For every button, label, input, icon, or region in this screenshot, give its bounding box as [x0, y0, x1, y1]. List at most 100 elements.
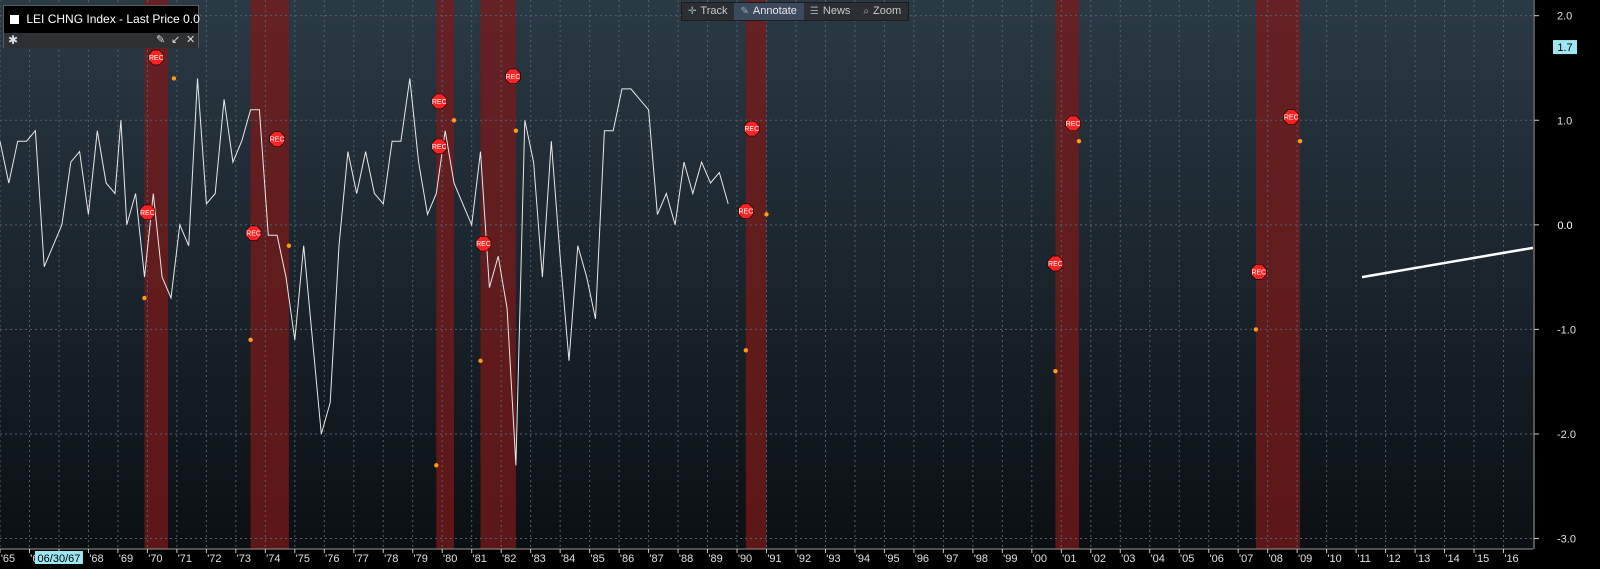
rec-badge: [1283, 109, 1299, 125]
rec-label: REC: [1048, 261, 1063, 268]
rec-marker[interactable]: REC: [139, 204, 156, 220]
rec-label: REC: [432, 99, 447, 106]
rec-marker[interactable]: REC: [269, 131, 285, 147]
pencil-icon: ✎: [740, 6, 749, 17]
y-tick-label: 1.0: [1557, 115, 1572, 127]
rec-label: REC: [140, 210, 155, 217]
toolbar-label: News: [822, 5, 851, 17]
crosshair-icon: ✛: [688, 6, 697, 17]
close-icon[interactable]: ✕: [186, 34, 196, 46]
series-point-marker: [142, 295, 147, 301]
rec-marker[interactable]: REC: [431, 138, 448, 155]
x-tick-label: '77: [355, 553, 369, 565]
recession-band: [745, 0, 767, 549]
series-point-marker: [434, 463, 439, 468]
rec-badge: [505, 68, 521, 84]
rec-badge: [744, 120, 760, 137]
x-tick-label: '87: [649, 553, 663, 565]
rec-label: REC: [476, 241, 491, 248]
rec-label: REC: [1066, 121, 1081, 128]
series-point-marker: [478, 358, 483, 363]
grid-lines: [0, 0, 1533, 549]
rec-label: REC: [270, 137, 285, 144]
x-tick-label: '11: [1357, 553, 1371, 565]
x-tick-label: '79: [414, 553, 428, 565]
x-tick-label: '01: [1062, 553, 1076, 565]
x-tick-label: '70: [148, 553, 162, 565]
x-tick-label: '75: [296, 553, 310, 565]
y-tick-label: -2.0: [1557, 429, 1576, 441]
x-tick-label: '90: [738, 553, 752, 565]
x-tick-label: '69: [119, 553, 133, 565]
trendline[interactable]: [1361, 246, 1534, 279]
pin-icon[interactable]: ✎: [156, 34, 166, 46]
rec-badge: [1065, 115, 1081, 132]
x-tick-label: '68: [89, 553, 103, 565]
x-tick-label: '82: [502, 553, 516, 565]
minimize-icon[interactable]: ↙: [171, 34, 181, 46]
x-tick-label: '91: [767, 553, 781, 565]
toolbar-zoom-button[interactable]: ⌕ Zoom: [857, 3, 908, 20]
x-tick-label: '03: [1121, 553, 1135, 565]
x-tick-label: '88: [679, 553, 693, 565]
rec-marker[interactable]: REC: [1251, 264, 1267, 280]
series-point-marker: [171, 76, 177, 81]
rec-label: REC: [1251, 269, 1266, 276]
rec-badge: [269, 131, 285, 147]
x-tick-label: '09: [1298, 553, 1312, 565]
x-tick-label: '83: [531, 553, 545, 565]
news-icon: ☰: [809, 6, 819, 17]
rec-badge: [475, 236, 492, 252]
rec-badge: [738, 203, 754, 219]
rec-marker[interactable]: REC: [245, 225, 262, 241]
rec-marker[interactable]: REC: [148, 49, 164, 66]
series-line[interactable]: [0, 78, 729, 466]
y-tick-label: -1.0: [1557, 324, 1576, 336]
x-axis-band: [0, 549, 1533, 569]
x-tick-label: '86: [620, 553, 634, 565]
x-tick-label: '80: [443, 553, 457, 565]
y-tick-label: -3.0: [1557, 534, 1576, 546]
magnifier-icon: ⌕: [863, 6, 870, 17]
recession-band: [250, 0, 289, 549]
last-price-tag: [1553, 40, 1577, 55]
x-tick-label: '02: [1092, 553, 1106, 565]
series-point-marker: [764, 212, 769, 217]
y-tick-label: 2.0: [1557, 11, 1572, 23]
rec-marker[interactable]: REC: [1047, 255, 1064, 272]
toolbar-annotate-button[interactable]: ✎ Annotate: [734, 3, 804, 20]
x-tick-label: '95: [885, 553, 899, 565]
recession-band: [1055, 0, 1079, 549]
rec-marker[interactable]: REC: [1283, 109, 1299, 125]
rec-marker[interactable]: REC: [744, 120, 760, 137]
x-tick-label: '04: [1151, 553, 1165, 565]
legend-entry[interactable]: LEI CHNG Index - Last Price 0.0: [10, 12, 200, 26]
rec-marker[interactable]: REC: [738, 203, 754, 219]
series-point-marker: [1297, 138, 1303, 144]
x-tick-label: '98: [974, 553, 988, 565]
recession-band: [144, 0, 169, 549]
toolbar-track-button[interactable]: ✛ Track: [682, 3, 734, 20]
gear-icon[interactable]: ✱: [8, 33, 19, 47]
rec-marker[interactable]: REC: [1065, 115, 1081, 132]
rec-badge: [139, 204, 156, 220]
series-point-marker: [1076, 138, 1082, 144]
x-tick-label: '13: [1416, 553, 1430, 565]
zero-value-label: 0.0: [1557, 220, 1572, 232]
toolbar-news-button[interactable]: ☰ News: [804, 3, 857, 20]
rec-marker[interactable]: REC: [505, 68, 521, 84]
recession-band: [436, 0, 455, 549]
rec-badge: [431, 138, 448, 155]
rec-marker[interactable]: REC: [475, 236, 492, 252]
rec-marker[interactable]: REC: [431, 93, 448, 110]
x-tick-label: '99: [1003, 553, 1017, 565]
series-point-marker: [451, 118, 457, 123]
rec-badge: [1047, 255, 1064, 272]
crosshair-date-label: 06/30/67: [38, 553, 81, 565]
legend-label: LEI CHNG Index - Last Price 0.0: [26, 12, 200, 26]
point-markers: [142, 76, 1303, 468]
x-tick-label: '72: [207, 553, 221, 565]
rec-label: REC: [738, 209, 753, 216]
legend-panel[interactable]: LEI CHNG Index - Last Price 0.0 ✱ ✎ ↙ ✕: [3, 5, 200, 48]
